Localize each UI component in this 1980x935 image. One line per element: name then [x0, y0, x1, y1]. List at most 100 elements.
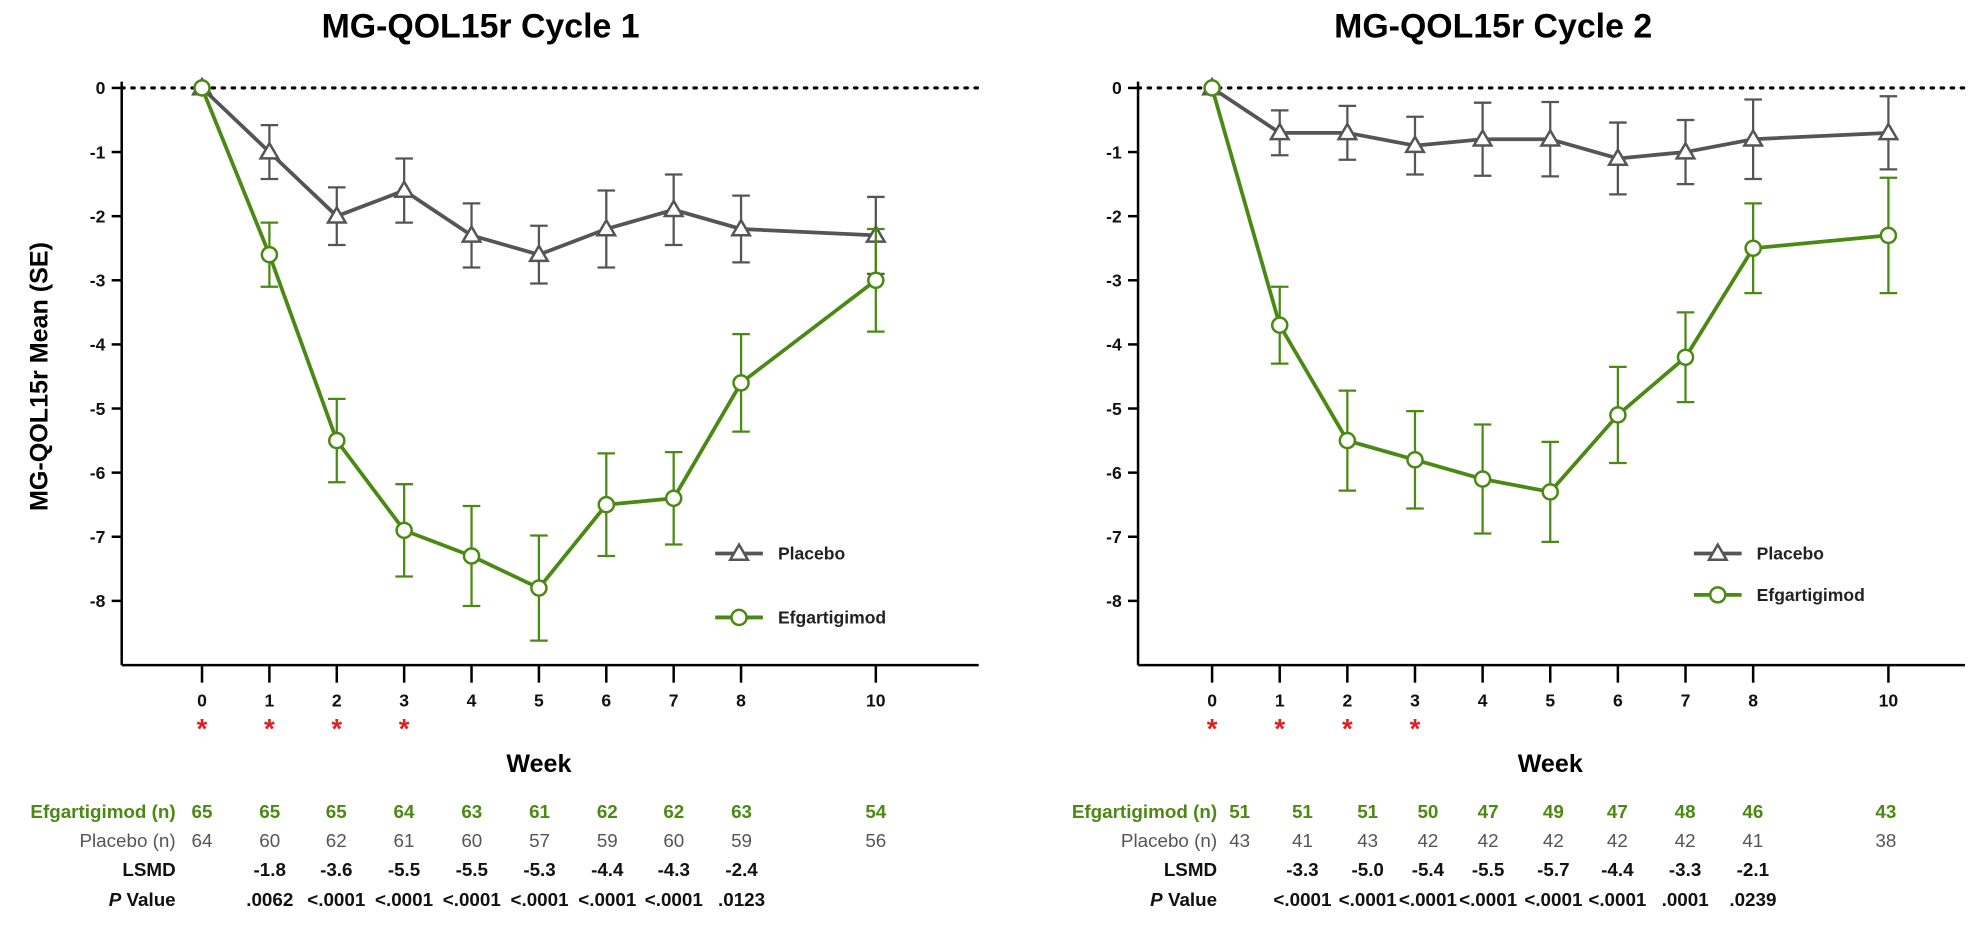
series-placebo	[191, 76, 887, 285]
data-point-circle	[1541, 483, 1560, 501]
significance-asterisk: *	[1274, 713, 1285, 744]
data-point-triangle	[1606, 147, 1629, 166]
table-cell: 42	[1607, 830, 1628, 851]
x-tick-label: 2	[332, 691, 342, 711]
table-cell: -5.7	[1537, 859, 1569, 880]
y-tick-label: -1	[90, 142, 106, 162]
table-cell: 63	[461, 801, 482, 822]
label-text: LSMD	[122, 859, 175, 880]
data-point-triangle	[258, 140, 281, 160]
series-efgartigimod	[1203, 79, 1898, 544]
series-line	[1211, 86, 1889, 161]
table-cell: 43	[1229, 830, 1250, 851]
table-row-label: Efgartigimod (n)	[30, 801, 175, 822]
series-line	[200, 87, 877, 591]
x-tick-label: 0	[1207, 691, 1217, 711]
table-row-label: Efgartigimod (n)	[1072, 801, 1217, 822]
legend-item-placebo: Placebo	[1693, 542, 1825, 564]
data-point-circle	[732, 374, 750, 392]
table-row: P Value .0062 <.0001 <.0001 <.0001 <.0001 <.00…	[109, 889, 765, 910]
x-tick-label: 3	[399, 691, 409, 711]
table-cell: <.0001	[1399, 889, 1457, 910]
x-tick-label: 1	[265, 691, 275, 711]
legend-marker-circle	[1708, 586, 1727, 604]
x-tick-label: 4	[467, 691, 477, 711]
table-cell: <.0001	[307, 889, 365, 910]
data-point-triangle	[1336, 121, 1359, 141]
data-point-circle	[664, 489, 683, 508]
n-at-risk-table: Efgartigimod (n) 65 65 65 64 63 61 62 62 63 54 Plac…	[30, 801, 886, 910]
table-cell: -2.4	[725, 859, 758, 880]
x-tick-label: 6	[1613, 691, 1623, 711]
data-point-circle	[327, 431, 346, 450]
y-axis-label: MG-QOL15r Mean (SE)	[26, 242, 54, 511]
table-cell: 64	[192, 830, 213, 851]
legend-marker-triangle	[728, 542, 751, 561]
x-tick-label: 6	[601, 691, 611, 711]
data-point-triangle	[1471, 127, 1494, 147]
x-axis-label: Week	[506, 750, 571, 778]
x-tick-label: 0	[197, 691, 207, 711]
chart-cycle-1: MG-QOL15r Cycle 1 MG-QOL15r Mean (SE) 0 -1 -…	[26, 8, 981, 910]
significance-asterisk: *	[1207, 713, 1218, 744]
chart-title: MG-QOL15r Cycle 2	[1334, 8, 1652, 46]
data-point-circle	[1609, 406, 1627, 424]
data-point-triangle	[393, 179, 416, 199]
table-cell: -3.6	[320, 859, 352, 880]
x-tick-label: 8	[1748, 691, 1758, 711]
y-tick-label: -6	[1106, 463, 1122, 483]
table-cell: 47	[1607, 801, 1628, 822]
table-cell: 42	[1543, 830, 1564, 851]
table-row: LSMD -1.8 -3.6 -5.5 -5.5 -5.3 -4.4 -4.3 -2.4	[122, 859, 758, 880]
table-cell: 54	[865, 801, 886, 822]
table-cell: -4.3	[658, 859, 690, 880]
data-point-triangle	[730, 217, 753, 237]
x-tick-label: 10	[1879, 691, 1899, 711]
table-cell: -4.4	[1601, 859, 1634, 880]
table-cell: -5.5	[1472, 859, 1504, 880]
table-cell: -1.8	[254, 859, 286, 880]
table-cell: 42	[1478, 830, 1499, 851]
data-point-circle	[1744, 239, 1762, 258]
table-cell: .0239	[1729, 889, 1776, 910]
data-point-triangle	[1674, 140, 1697, 160]
table-cell: 38	[1875, 830, 1896, 851]
table-cell: 62	[597, 801, 618, 822]
data-point-triangle	[460, 224, 483, 243]
significance-asterisk: *	[264, 713, 275, 744]
table-cell: 60	[259, 830, 280, 851]
table-cell: 56	[865, 830, 886, 851]
table-cell: <.0001	[443, 889, 501, 910]
table-cell: -2.1	[1737, 859, 1769, 880]
table-cell: 42	[1675, 830, 1696, 851]
y-tick-label: 0	[1112, 78, 1122, 98]
table-cell: 60	[663, 830, 684, 851]
series-line	[1210, 87, 1889, 494]
data-point-circle	[867, 271, 885, 290]
table-cell: <.0001	[578, 889, 636, 910]
table-cell: .0123	[718, 889, 765, 910]
table-cell: 42	[1417, 830, 1438, 851]
y-tick-label: -8	[90, 591, 106, 611]
table-cell: <.0001	[645, 889, 703, 910]
significance-asterisk: *	[1410, 713, 1421, 744]
table-row: P Value <.0001 <.0001 <.0001 <.0001 <.0001 <.0…	[1150, 889, 1776, 910]
legend-label: Placebo	[1757, 544, 1825, 564]
y-tick-label: -2	[90, 206, 106, 226]
x-tick-label: 1	[1275, 691, 1285, 711]
label-text: Efgartigimod (n)	[1072, 801, 1217, 822]
y-tick-label: 0	[96, 78, 106, 98]
x-axis-label: Week	[1518, 750, 1583, 778]
table-row-label: P Value	[1150, 889, 1217, 910]
table-cell: 62	[326, 830, 347, 851]
data-point-circle	[395, 521, 413, 540]
table-cell: <.0001	[375, 889, 433, 910]
y-tick-label: -6	[90, 463, 106, 483]
series-placebo	[1201, 76, 1900, 196]
table-row: LSMD -3.3 -5.0 -5.4 -5.5 -5.7 -4.4 -3.3 -2.1	[1164, 859, 1769, 880]
data-point-circle	[1473, 470, 1492, 488]
table-row: Efgartigimod (n) 51 51 51 50 47 49 47 48 46 43	[1072, 801, 1897, 822]
x-tick-label: 7	[1681, 691, 1691, 711]
x-tick-label: 4	[1478, 691, 1488, 711]
table-cell: 41	[1742, 830, 1763, 851]
